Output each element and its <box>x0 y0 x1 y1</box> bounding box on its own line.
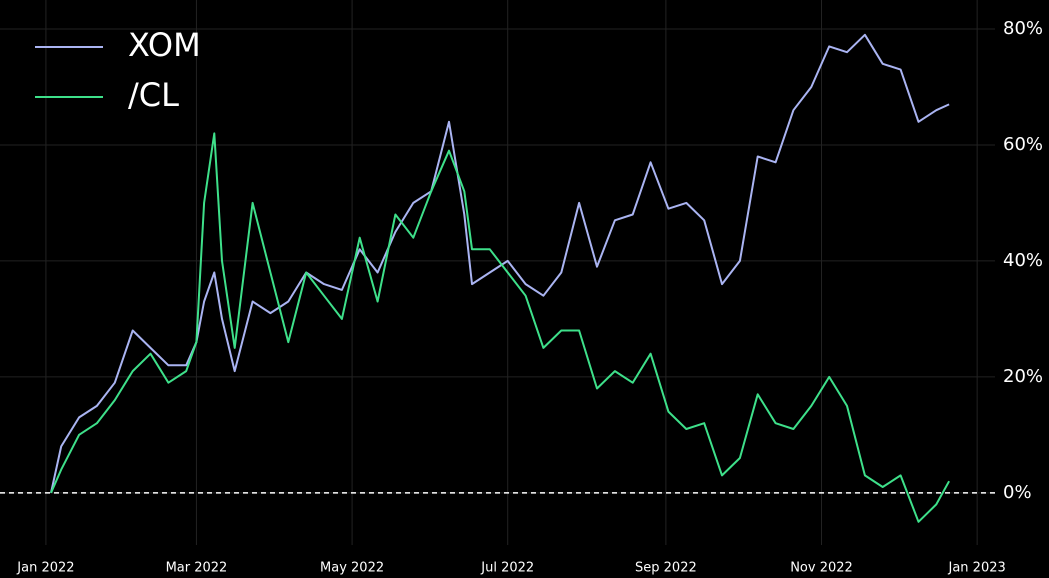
x-tick-label: Jul 2022 <box>480 561 534 576</box>
legend-label: XOM <box>128 26 201 64</box>
x-tick-label: Mar 2022 <box>166 561 228 576</box>
legend-label: /CL <box>128 76 179 114</box>
x-tick-label: May 2022 <box>320 561 384 576</box>
y-tick-label: 60% <box>1003 134 1043 155</box>
x-tick-label: Sep 2022 <box>635 561 697 576</box>
y-tick-label: 80% <box>1003 18 1043 39</box>
x-tick-label: Jan 2023 <box>948 561 1006 576</box>
x-tick-label: Nov 2022 <box>790 561 853 576</box>
y-tick-label: 0% <box>1003 482 1032 503</box>
y-tick-label: 40% <box>1003 250 1043 271</box>
series-line <box>50 132 950 523</box>
x-tick-label: Jan 2022 <box>16 561 74 576</box>
y-tick-label: 20% <box>1003 366 1043 387</box>
